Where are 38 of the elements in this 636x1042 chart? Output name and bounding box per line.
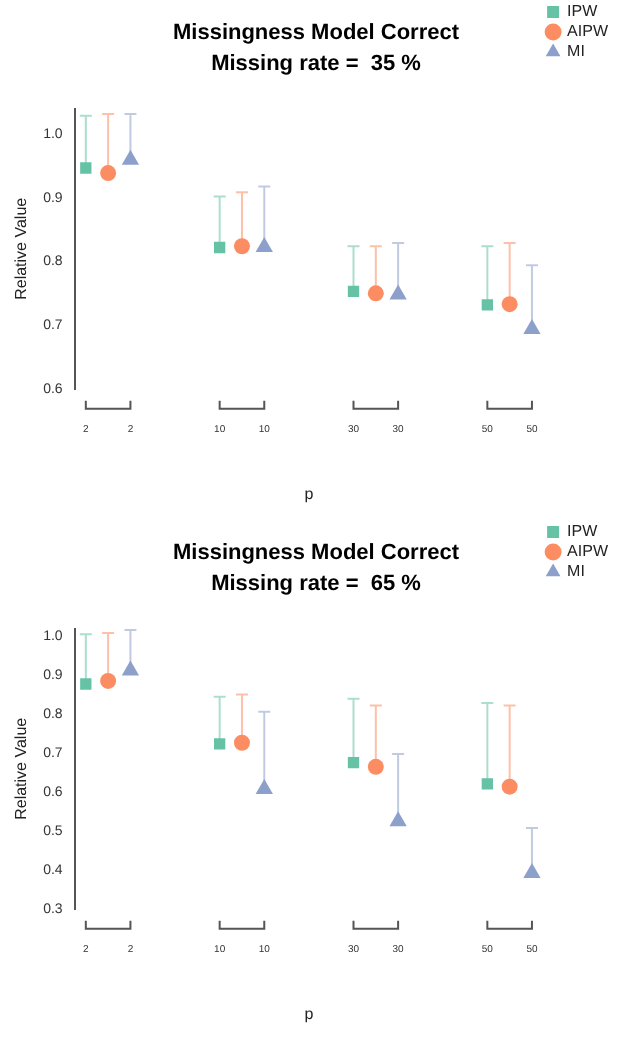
point (501, 778, 518, 795)
point (255, 236, 273, 252)
point (367, 758, 384, 775)
legend-label: AIPW (567, 542, 609, 561)
point (523, 318, 541, 334)
point (367, 285, 384, 302)
chart-title: Missingness Model Correct (172, 541, 460, 566)
point (100, 672, 117, 689)
y-axis-title: Relative Value (12, 196, 31, 300)
point (121, 149, 140, 165)
point (100, 165, 117, 182)
point (347, 756, 360, 769)
point (80, 162, 92, 174)
point (389, 811, 407, 827)
legend-label: AIPW (567, 22, 609, 41)
point (347, 285, 360, 298)
point (389, 284, 407, 300)
chart-subtitle: Missing rate = 35 % (211, 51, 422, 76)
chart-subtitle: Missing rate = 65 % (211, 571, 422, 596)
point (233, 734, 250, 751)
legend-label: IPW (567, 522, 599, 541)
point (481, 778, 493, 790)
legend-label: MI (567, 562, 585, 581)
point (80, 678, 92, 690)
point (214, 241, 226, 254)
point (255, 779, 273, 795)
point (121, 660, 140, 676)
y-axis-title: Relative Value (12, 716, 31, 820)
x-axis-title: p (304, 1004, 315, 1023)
point (501, 296, 518, 313)
legend-label: IPW (567, 2, 599, 21)
point (481, 299, 493, 311)
point (214, 738, 226, 750)
point (523, 863, 541, 879)
point (233, 238, 250, 255)
chart-title: Missingness Model Correct (172, 21, 460, 46)
legend-label: MI (567, 42, 585, 61)
x-axis-title: p (304, 484, 315, 503)
